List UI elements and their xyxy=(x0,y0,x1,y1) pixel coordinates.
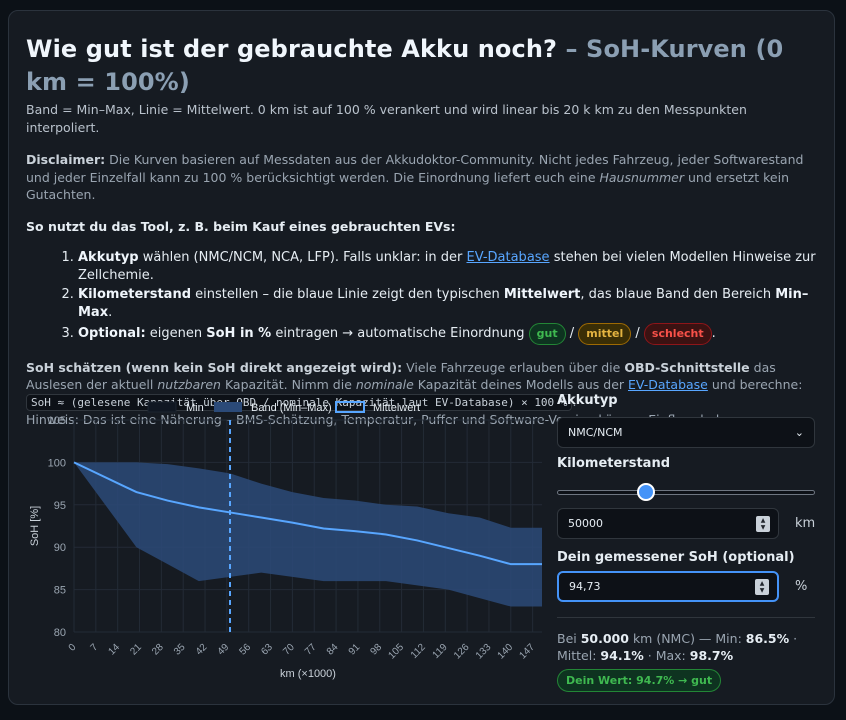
km-input-value: 50000 xyxy=(568,517,603,530)
chevron-down-icon: ⌄ xyxy=(794,426,804,439)
x-tick-label: 49 xyxy=(216,642,232,658)
x-tick-label: 119 xyxy=(431,642,450,661)
x-tick-label: 147 xyxy=(517,642,537,662)
x-tick-label: 112 xyxy=(409,642,428,661)
km-label: Kilometerstand xyxy=(557,456,671,471)
x-axis-label: km (×1000) xyxy=(280,668,336,680)
x-tick-label: 70 xyxy=(281,642,297,658)
howto-title: So nutzt du das Tool, z. B. beim Kauf ei… xyxy=(26,218,456,234)
x-tick-label: 14 xyxy=(106,642,122,658)
akkutyp-select[interactable]: NMC/NCM ⌄ xyxy=(557,417,815,448)
badge-good: gut xyxy=(528,323,566,345)
ev-database-link-1[interactable]: EV-Database xyxy=(466,250,550,265)
y-tick-label: 90 xyxy=(54,542,66,554)
soh-input-value: 94,73 xyxy=(569,580,601,593)
y-axis-label: SoH [%] xyxy=(29,506,41,546)
y-tick-label: 85 xyxy=(54,585,66,597)
spinner-icon[interactable]: ▲ ▼ xyxy=(755,578,769,595)
step-1: Akkutyp wählen (NMC/NCM, NCA, LFP). Fall… xyxy=(78,249,817,285)
result-text: Bei 50.000 km (NMC) — Min: 86.5% · Mitte… xyxy=(557,631,798,663)
x-tick-label: 21 xyxy=(128,642,144,658)
legend-swatch-min xyxy=(147,401,177,413)
soh-chart-svg: Min Band (Min–Max) Mittelwert 80 85 90 95 100 10… xyxy=(29,401,542,680)
km-unit: km xyxy=(795,516,816,531)
x-tick-label: 98 xyxy=(369,642,385,658)
x-tick-label: 77 xyxy=(303,642,319,658)
x-tick-label: 133 xyxy=(474,642,494,662)
step-3: Optional: eigenen SoH in % eintragen → a… xyxy=(78,323,817,345)
controls-panel: Akkutyp NMC/NCM ⌄ Kilometerstand 50000 ▲ ▼ … xyxy=(557,393,817,692)
y-tick-label: 95 xyxy=(54,500,66,512)
soh-chart: Min Band (Min–Max) Mittelwert 80 85 90 95 100 10… xyxy=(22,388,542,688)
akkutyp-label: Akkutyp xyxy=(557,393,618,408)
x-tick-label: 56 xyxy=(237,642,253,658)
slider-track xyxy=(557,490,815,495)
title-accent: – SoH-Kurven (0 km = 100%) xyxy=(26,35,784,96)
x-tick-label: 35 xyxy=(172,642,188,658)
km-slider[interactable] xyxy=(557,483,815,501)
ev-database-link-2[interactable]: EV-Database xyxy=(628,377,708,392)
result-badge: Dein Wert: 94.7% → gut xyxy=(557,669,722,692)
legend-label-min: Min xyxy=(186,402,204,414)
legend-swatch-band xyxy=(214,402,242,412)
x-tick-label: 91 xyxy=(347,642,363,658)
y-tick-label: 105 xyxy=(48,415,66,427)
mean-line xyxy=(73,461,542,566)
y-tick-label: 80 xyxy=(54,627,66,639)
step-2: Kilometerstand einstellen – die blaue Li… xyxy=(78,286,817,322)
x-tick-label: 0 xyxy=(67,642,79,654)
spinner-icon[interactable]: ▲ ▼ xyxy=(756,515,770,532)
akkutyp-value: NMC/NCM xyxy=(568,426,623,439)
x-tick-label: 84 xyxy=(325,642,341,658)
x-tick-label: 28 xyxy=(150,642,166,658)
x-tick-label: 42 xyxy=(194,642,210,658)
divider xyxy=(557,617,815,618)
soh-input-label: Dein gemessener SoH (optional) xyxy=(557,550,795,565)
x-tick-label: 126 xyxy=(452,642,472,662)
x-tick-label: 105 xyxy=(386,642,406,662)
slider-thumb[interactable] xyxy=(637,483,655,501)
disclaimer: Disclaimer: Die Kurven basieren auf Mess… xyxy=(26,152,804,202)
howto-steps: Akkutyp wählen (NMC/NCM, NCA, LFP). Fall… xyxy=(78,249,817,345)
band-area xyxy=(74,462,542,607)
x-tick-label: 7 xyxy=(89,642,101,654)
soh-input[interactable]: 94,73 ▲ ▼ xyxy=(557,571,779,602)
page-title: Wie gut ist der gebrauchte Akku noch? – … xyxy=(26,35,784,96)
badge-bad: schlecht xyxy=(643,323,712,345)
legend-swatch-mean xyxy=(335,401,365,413)
soh-unit: % xyxy=(795,579,808,594)
legend-label-band: Band (Min–Max) xyxy=(251,402,332,414)
x-tick-label: 63 xyxy=(259,642,275,658)
badge-mid: mittel xyxy=(578,323,632,345)
y-tick-label: 100 xyxy=(48,457,66,469)
subtitle: Band = Min–Max, Linie = Mittelwert. 0 km… xyxy=(26,102,747,135)
km-input[interactable]: 50000 ▲ ▼ xyxy=(557,508,779,539)
x-tick-label: 140 xyxy=(496,642,516,662)
legend-label-mean: Mittelwert xyxy=(373,402,420,414)
